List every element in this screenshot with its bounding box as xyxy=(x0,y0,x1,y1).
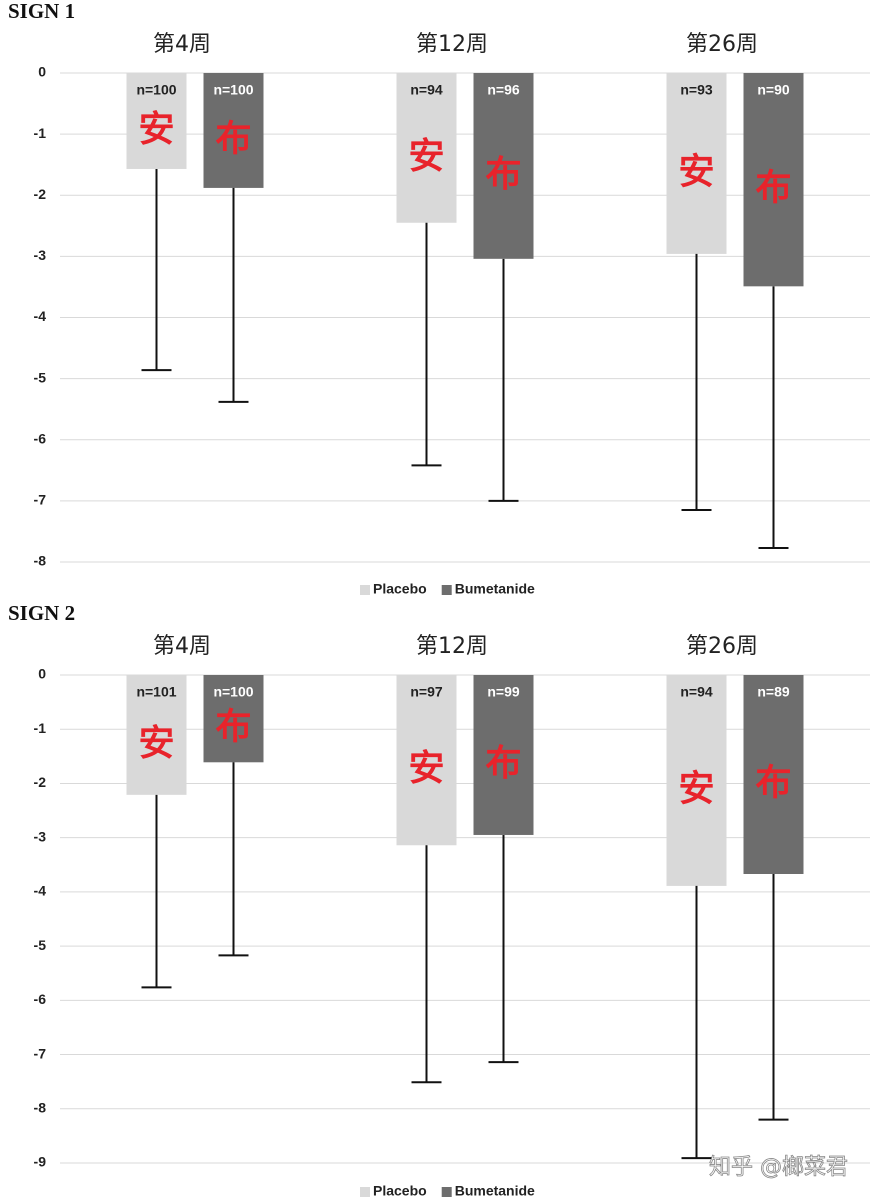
error-bar xyxy=(681,885,712,1160)
x-tick-label: 第12周 xyxy=(416,32,488,57)
bar-glyph: 布 xyxy=(485,743,521,784)
legend-swatch xyxy=(441,585,452,595)
y-tick-label: -3 xyxy=(34,247,47,263)
bar-label: n=93 xyxy=(680,82,713,98)
watermark: 知乎 @榔菜君 xyxy=(709,1155,848,1180)
legend-swatch xyxy=(360,1187,370,1197)
y-tick-label: -7 xyxy=(34,1045,47,1061)
legend-label: Placebo xyxy=(373,1183,427,1199)
y-tick-label: -7 xyxy=(34,492,47,508)
bar-glyph: 布 xyxy=(215,707,251,748)
error-bar xyxy=(218,187,249,403)
y-tick-label: -4 xyxy=(34,883,47,899)
bar-label: n=97 xyxy=(410,684,443,700)
legend-label: Bumetanide xyxy=(455,581,535,597)
error-bar xyxy=(218,762,249,957)
y-tick-label: -9 xyxy=(34,1154,47,1170)
bar xyxy=(473,73,534,259)
y-tick-label: -1 xyxy=(34,125,47,141)
x-tick-label: 第26周 xyxy=(686,634,758,659)
chart-title: SIGN 1 xyxy=(8,0,75,23)
bar-label: n=100 xyxy=(213,684,253,700)
legend-label: Placebo xyxy=(373,581,427,597)
bar xyxy=(126,73,187,169)
x-tick-label: 第12周 xyxy=(416,634,488,659)
bar xyxy=(666,73,727,254)
y-tick-label: 0 xyxy=(38,64,46,80)
bar-glyph: 安 xyxy=(408,136,444,177)
y-tick-label: -2 xyxy=(34,186,47,202)
error-bar xyxy=(488,834,519,1064)
y-tick-label: -2 xyxy=(34,774,47,790)
error-bar xyxy=(141,168,172,372)
legend-swatch xyxy=(441,1187,452,1197)
x-tick-label: 第4周 xyxy=(153,32,211,57)
bar xyxy=(666,675,727,886)
error-bar xyxy=(758,286,789,549)
bar xyxy=(126,675,187,795)
bar-glyph: 安 xyxy=(678,151,714,192)
bar-glyph: 布 xyxy=(485,154,521,195)
bar xyxy=(203,675,264,763)
chart-title: SIGN 2 xyxy=(8,601,75,625)
x-tick-label: 第4周 xyxy=(153,634,211,659)
bar-glyph: 布 xyxy=(215,118,251,159)
bar-label: n=94 xyxy=(680,684,713,700)
bar xyxy=(203,73,264,188)
bar-label: n=90 xyxy=(757,82,790,98)
legend-label: Bumetanide xyxy=(455,1183,535,1199)
bar-label: n=99 xyxy=(487,684,520,700)
bar-glyph: 布 xyxy=(755,168,791,209)
bar xyxy=(743,73,804,287)
bar-glyph: 布 xyxy=(755,762,791,803)
y-tick-label: -1 xyxy=(34,720,47,736)
y-tick-label: -4 xyxy=(34,308,47,324)
bar-glyph: 安 xyxy=(138,109,174,150)
bar-glyph: 安 xyxy=(678,768,714,809)
bar xyxy=(396,73,457,223)
y-tick-label: 0 xyxy=(38,666,46,682)
error-bar xyxy=(411,222,442,467)
error-bar xyxy=(488,258,519,502)
y-tick-label: -3 xyxy=(34,828,47,844)
y-tick-label: -5 xyxy=(34,369,47,385)
y-tick-label: -8 xyxy=(34,553,47,569)
bar-label: n=89 xyxy=(757,684,790,700)
bar xyxy=(396,675,457,846)
bar-label: n=100 xyxy=(136,82,176,98)
bar-label: n=94 xyxy=(410,82,443,98)
y-tick-label: -6 xyxy=(34,430,47,446)
bar-label: n=96 xyxy=(487,82,520,98)
bar xyxy=(473,675,534,835)
error-bar xyxy=(141,794,172,989)
bar-glyph: 安 xyxy=(138,723,174,764)
y-tick-label: -6 xyxy=(34,991,47,1007)
error-bar xyxy=(758,873,789,1121)
bar-glyph: 安 xyxy=(408,748,444,789)
y-tick-label: -5 xyxy=(34,937,47,953)
error-bar xyxy=(411,845,442,1084)
x-tick-label: 第26周 xyxy=(686,32,758,57)
y-tick-label: -8 xyxy=(34,1099,47,1115)
legend-swatch xyxy=(360,585,370,595)
bar-label: n=101 xyxy=(136,684,176,700)
error-bar xyxy=(681,253,712,512)
bar xyxy=(743,675,804,874)
bar-label: n=100 xyxy=(213,82,253,98)
